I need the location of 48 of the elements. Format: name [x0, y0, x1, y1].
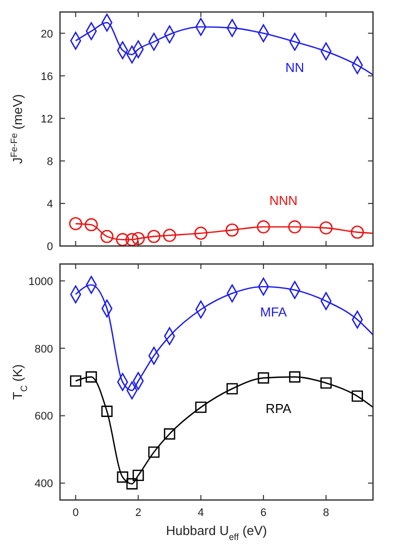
- point: [195, 402, 206, 413]
- x-tick-label: 4: [198, 507, 204, 519]
- point: [256, 220, 270, 234]
- point: [69, 217, 82, 230]
- point: [100, 230, 114, 243]
- point: [116, 233, 130, 246]
- y-tick-label: 4: [46, 198, 53, 210]
- point: [319, 221, 333, 234]
- y-tick-label: 400: [34, 478, 53, 490]
- y-tick-label: 0: [46, 241, 53, 253]
- point: [320, 377, 332, 389]
- point: [162, 228, 176, 242]
- series-label: NN: [285, 60, 304, 75]
- series-label: RPA: [266, 400, 292, 416]
- y-tick-label: 16: [40, 70, 53, 83]
- point: [148, 446, 160, 458]
- point: [125, 233, 139, 246]
- point: [116, 471, 128, 483]
- y-tick-label: 20: [40, 28, 53, 40]
- point: [70, 375, 82, 387]
- point: [164, 428, 176, 440]
- point: [226, 223, 239, 237]
- point: [288, 220, 302, 234]
- point: [132, 470, 144, 482]
- point: [147, 230, 160, 243]
- point: [194, 226, 208, 240]
- point: [289, 371, 300, 383]
- y-tick-label: 800: [34, 343, 53, 356]
- x-tick-label: 8: [322, 507, 330, 519]
- point: [226, 383, 238, 394]
- y-tick-label: 12: [40, 113, 53, 126]
- point: [258, 372, 270, 384]
- x-tick-label: 6: [260, 507, 267, 519]
- series-label: MFA: [260, 304, 288, 320]
- point: [350, 226, 364, 239]
- series-label: NNN: [269, 192, 298, 208]
- point: [101, 406, 113, 417]
- y-tick-label: 600: [34, 410, 53, 423]
- x-tick-label: 0: [72, 507, 79, 519]
- point: [84, 218, 98, 232]
- point: [86, 371, 97, 383]
- point: [126, 478, 138, 490]
- x-tick-label: 2: [135, 507, 142, 519]
- x-axis-title: Hubbard U$_{eff}$ (eV): [166, 523, 267, 542]
- y-tick-label: 1000: [28, 276, 53, 288]
- point: [352, 390, 363, 402]
- point: [132, 232, 145, 246]
- y-tick-label: 8: [46, 156, 53, 168]
